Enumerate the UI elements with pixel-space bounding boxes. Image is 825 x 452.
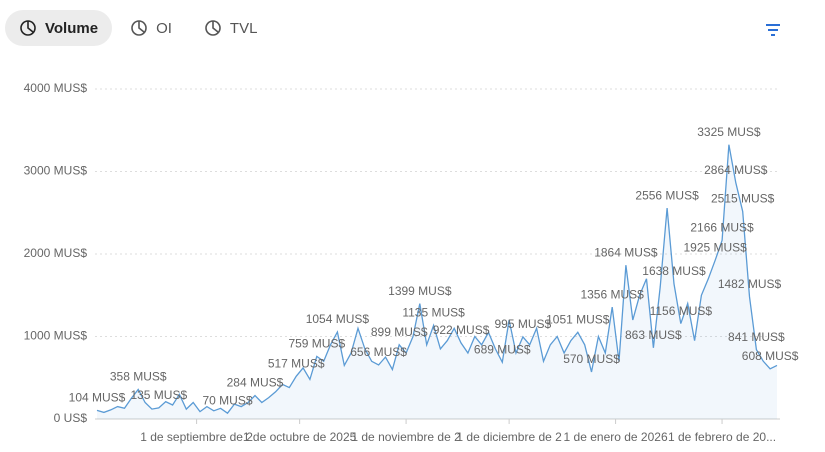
tab[interactable]: TVL bbox=[190, 10, 272, 46]
tabs: Volume OI TVL bbox=[5, 10, 271, 46]
data-label: 2864 MUS$ bbox=[704, 163, 768, 177]
data-label: 570 MUS$ bbox=[563, 352, 620, 366]
x-tick-label: 1 de diciembre de 2 bbox=[456, 430, 562, 444]
tab[interactable]: Volume bbox=[5, 10, 113, 46]
data-label: 1399 MUS$ bbox=[388, 284, 452, 298]
x-tick-label: 1 de septiembre de 2 bbox=[140, 430, 253, 444]
data-label: 1156 MUS$ bbox=[650, 304, 713, 318]
data-label: 1356 MUS$ bbox=[580, 287, 644, 301]
y-tick-label: 4000 MUS$ bbox=[24, 81, 88, 95]
x-tick-label: 1 de noviembre de 2 bbox=[351, 430, 461, 444]
data-label: 922 MUS$ bbox=[433, 323, 490, 337]
y-tick-label: 1000 MUS$ bbox=[24, 329, 88, 343]
area bbox=[97, 144, 777, 419]
tab-icon bbox=[205, 20, 221, 36]
data-label: 841 MUS$ bbox=[728, 330, 785, 344]
data-label: 1925 MUS$ bbox=[683, 240, 747, 254]
data-label: 1482 MUS$ bbox=[718, 277, 782, 291]
data-label: 358 MUS$ bbox=[110, 370, 167, 384]
y-tick-label: 2000 MUS$ bbox=[24, 246, 88, 260]
tab-label: Volume bbox=[45, 19, 99, 37]
data-label: 656 MUS$ bbox=[350, 345, 407, 359]
data-label: 759 MUS$ bbox=[288, 337, 345, 351]
y-tick-label: 0 US$ bbox=[54, 411, 88, 425]
data-label: 608 MUS$ bbox=[742, 349, 799, 363]
x-tick-label: 1 de octubre de 2025 bbox=[243, 430, 357, 444]
tab-label: TVL bbox=[229, 19, 258, 37]
data-label: 689 MUS$ bbox=[474, 342, 531, 356]
data-label: 1638 MUS$ bbox=[642, 264, 706, 278]
tab-icon bbox=[131, 20, 147, 36]
tab[interactable]: OI bbox=[116, 10, 186, 46]
data-label: 135 MUS$ bbox=[130, 388, 187, 402]
x-tick-label: 1 de enero de 2026 bbox=[564, 430, 668, 444]
data-label: 284 MUS$ bbox=[227, 376, 284, 390]
data-label: 517 MUS$ bbox=[268, 357, 325, 371]
filter-icon[interactable] bbox=[764, 22, 782, 38]
data-label: 2515 MUS$ bbox=[711, 192, 775, 206]
data-label: 2556 MUS$ bbox=[635, 188, 699, 202]
line bbox=[96, 144, 778, 415]
data-label: 104 MUS$ bbox=[69, 391, 126, 405]
data-label: 3325 MUS$ bbox=[697, 125, 761, 139]
data-label: 1135 MUS$ bbox=[402, 306, 465, 320]
y-tick-label: 3000 MUS$ bbox=[24, 164, 88, 178]
tab-icon bbox=[20, 20, 36, 36]
tab-label: OI bbox=[156, 19, 172, 37]
data-label: 899 MUS$ bbox=[371, 325, 428, 339]
data-label: 2166 MUS$ bbox=[690, 220, 754, 234]
data-label: 1054 MUS$ bbox=[306, 312, 370, 326]
data-label: 1051 MUS$ bbox=[546, 312, 610, 326]
data-label: 70 MUS$ bbox=[202, 393, 252, 407]
data-label: 1864 MUS$ bbox=[594, 245, 658, 259]
data-label: 995 MUS$ bbox=[495, 317, 552, 331]
x-tick-label: 1 de febrero de 20... bbox=[668, 430, 776, 444]
data-label: 863 MUS$ bbox=[625, 328, 682, 342]
